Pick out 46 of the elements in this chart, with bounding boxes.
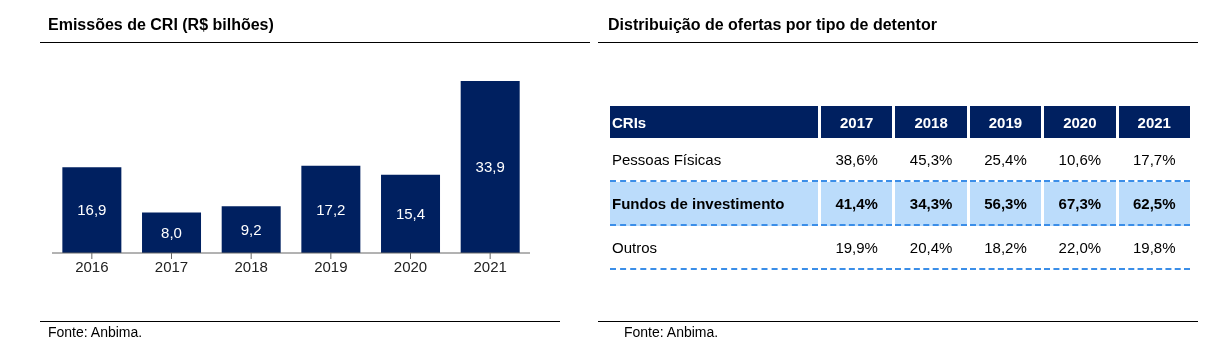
data-label: 19,8% <box>1118 226 1190 270</box>
data-label: 8,0 <box>161 224 182 242</box>
data-label: 67,3% <box>1044 182 1116 226</box>
data-label: 10,6% <box>1044 138 1116 182</box>
x-tick-label: 2019 <box>314 257 348 275</box>
data-label: 22,0% <box>1044 226 1116 270</box>
x-tick-label: 2021 <box>473 257 507 275</box>
data-label: 9,2 <box>240 220 262 238</box>
x-tick-label: 2020 <box>393 257 428 275</box>
data-label: 18,2% <box>969 226 1042 270</box>
data-label: 62,5% <box>1118 182 1190 226</box>
data-label: 19,9% <box>821 226 893 270</box>
data-label: 15,4 <box>395 205 426 223</box>
bar <box>221 206 281 253</box>
data-label: 41,4% <box>821 182 893 226</box>
x-tick-label: 2020 <box>1044 106 1116 138</box>
y-tick-label: Outros <box>610 226 818 270</box>
chart-title: Distribuição de ofertas por tipo de detentor <box>598 16 1198 43</box>
bar <box>62 167 122 253</box>
data-label: 34,3% <box>895 182 967 226</box>
source-note: Fonte: Anbima. <box>40 322 560 340</box>
data-label: 17,7% <box>1118 138 1190 182</box>
bar <box>142 212 202 253</box>
data-label: 33,9 <box>475 158 505 176</box>
x-tick-label: 2017 <box>154 257 189 275</box>
data-label: 17,2 <box>316 200 346 218</box>
x-tick-label: 2017 <box>821 106 893 138</box>
source-note: Fonte: Anbima. <box>598 322 1198 340</box>
bar <box>301 165 361 253</box>
x-tick-label: 2016 <box>75 257 109 275</box>
y-tick-label: Fundos de investimento <box>610 182 818 226</box>
x-tick-label: 2018 <box>895 106 967 138</box>
data-label: 20,4% <box>895 226 967 270</box>
x-tick-label: 2018 <box>234 257 268 275</box>
x-tick-label: 2019 <box>969 106 1042 138</box>
data-label: 25,4% <box>969 138 1042 182</box>
bar <box>460 81 520 253</box>
data-label: 45,3% <box>895 138 967 182</box>
chart-title: Emissões de CRI (R$ bilhões) <box>40 16 590 43</box>
y-tick-label: Pessoas Físicas <box>610 138 818 182</box>
data-label: 16,9 <box>77 201 107 219</box>
bar <box>381 174 441 253</box>
data-label: 38,6% <box>821 138 893 182</box>
data-label: 56,3% <box>969 182 1042 226</box>
x-tick-label: 2021 <box>1118 106 1190 138</box>
y-axis-title: CRIs <box>610 106 818 138</box>
